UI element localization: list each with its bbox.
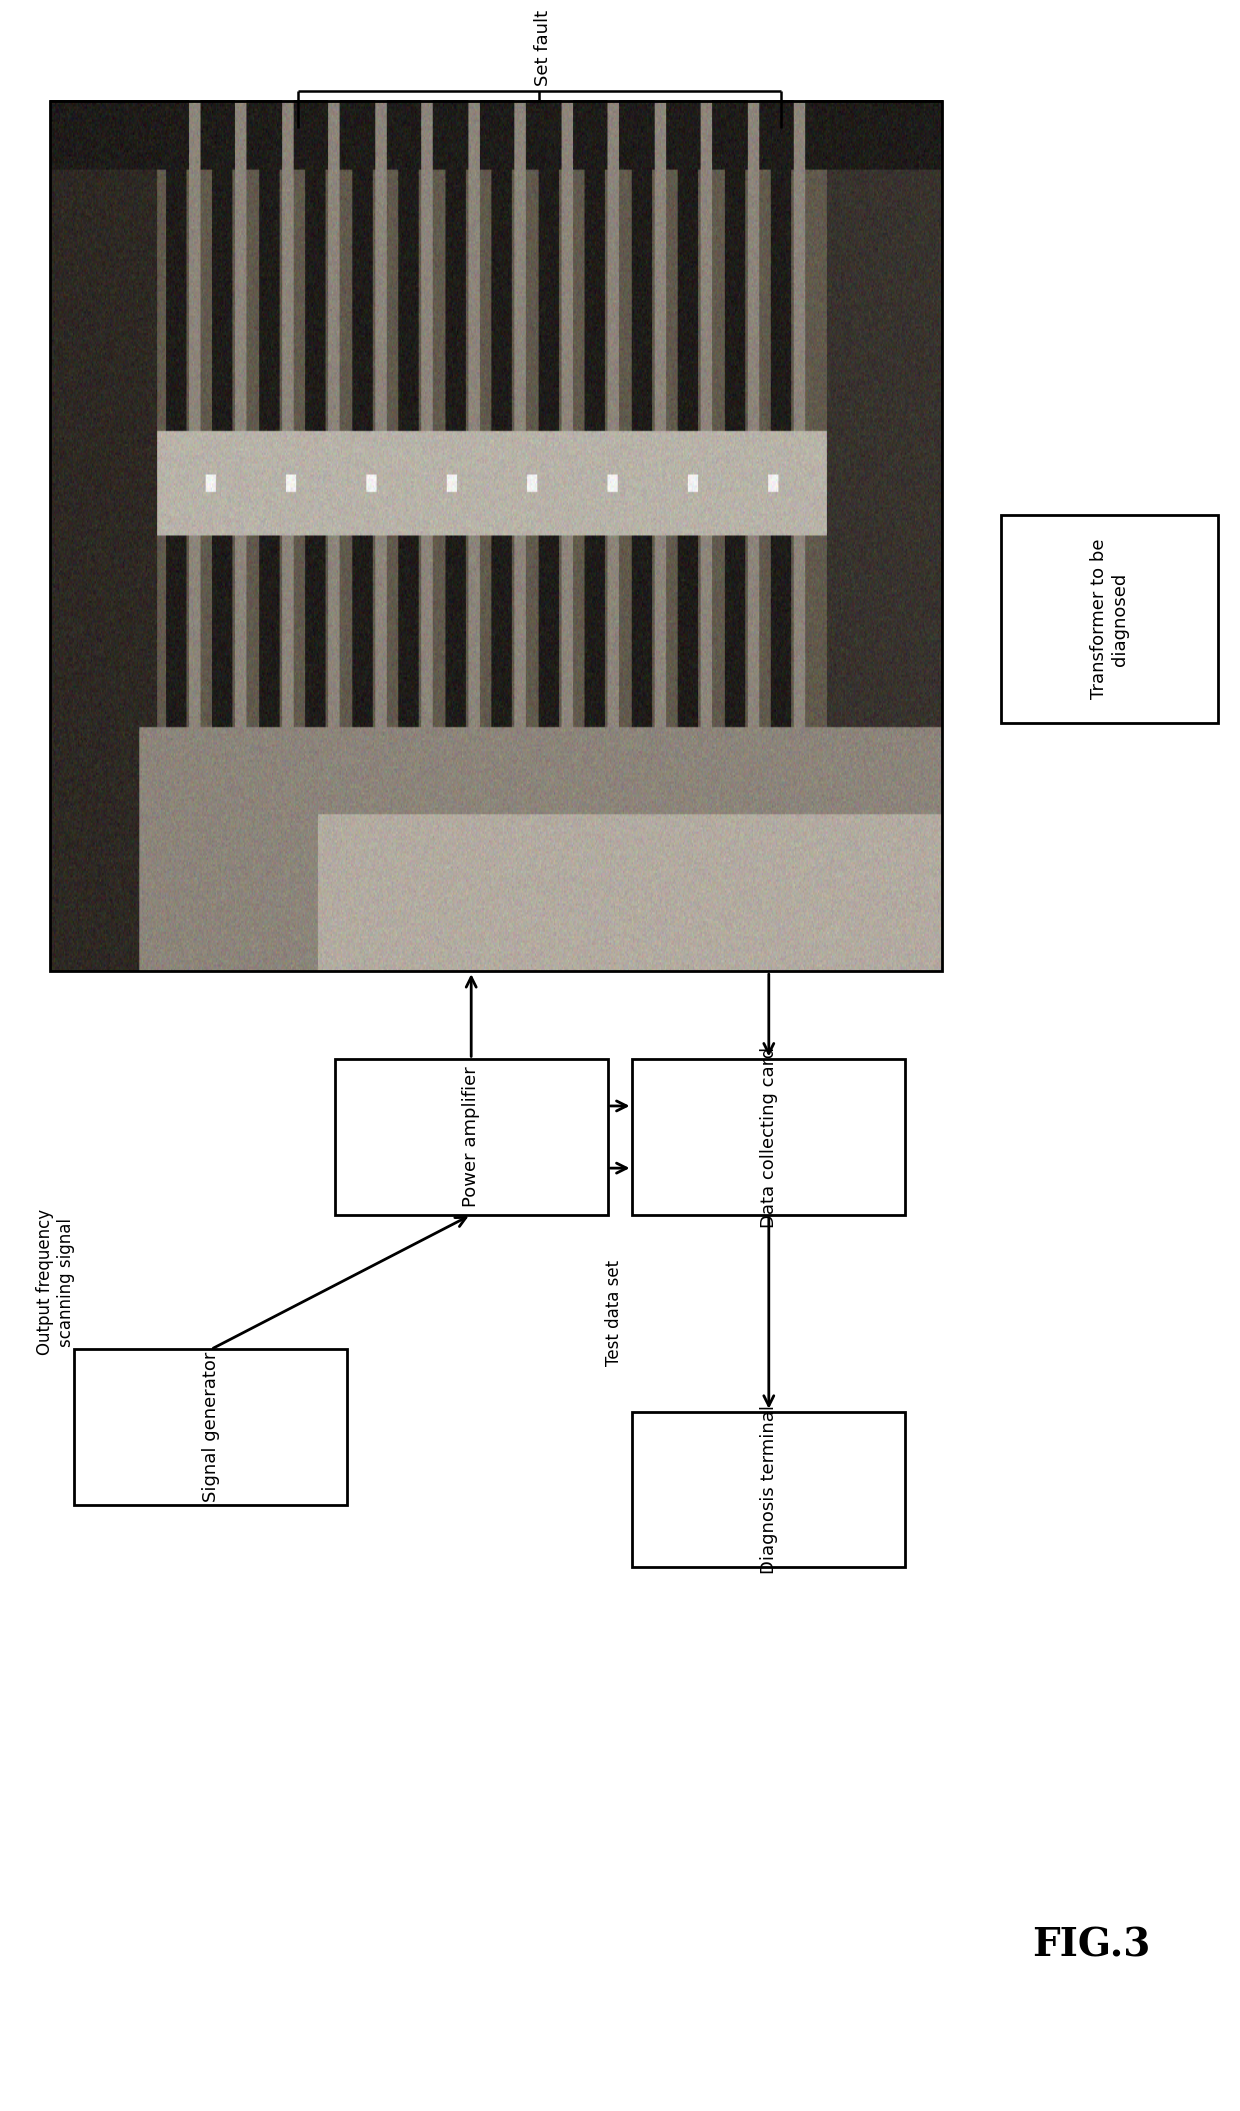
Text: Data collecting card: Data collecting card xyxy=(760,1047,777,1229)
Text: Output frequency
scanning signal: Output frequency scanning signal xyxy=(36,1210,76,1355)
Text: Transformer to be
diagnosed: Transformer to be diagnosed xyxy=(1090,538,1130,699)
Bar xyxy=(1002,515,1218,722)
Text: Test data set: Test data set xyxy=(605,1260,622,1366)
Bar xyxy=(74,1349,347,1505)
Text: Set fault: Set fault xyxy=(533,11,552,87)
Bar xyxy=(632,1060,905,1214)
Text: FIG.3: FIG.3 xyxy=(1032,1925,1151,1963)
Text: Signal generator: Signal generator xyxy=(202,1351,219,1503)
Text: Diagnosis terminal: Diagnosis terminal xyxy=(760,1404,777,1575)
Bar xyxy=(50,101,942,971)
Bar xyxy=(335,1060,608,1214)
Text: Power amplifier: Power amplifier xyxy=(463,1066,480,1207)
Bar xyxy=(632,1412,905,1566)
